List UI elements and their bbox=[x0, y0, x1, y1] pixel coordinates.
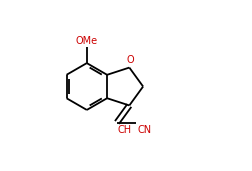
Text: CH: CH bbox=[117, 124, 131, 135]
Text: CN: CN bbox=[137, 124, 151, 135]
Text: O: O bbox=[126, 55, 134, 65]
Text: OMe: OMe bbox=[75, 36, 98, 45]
